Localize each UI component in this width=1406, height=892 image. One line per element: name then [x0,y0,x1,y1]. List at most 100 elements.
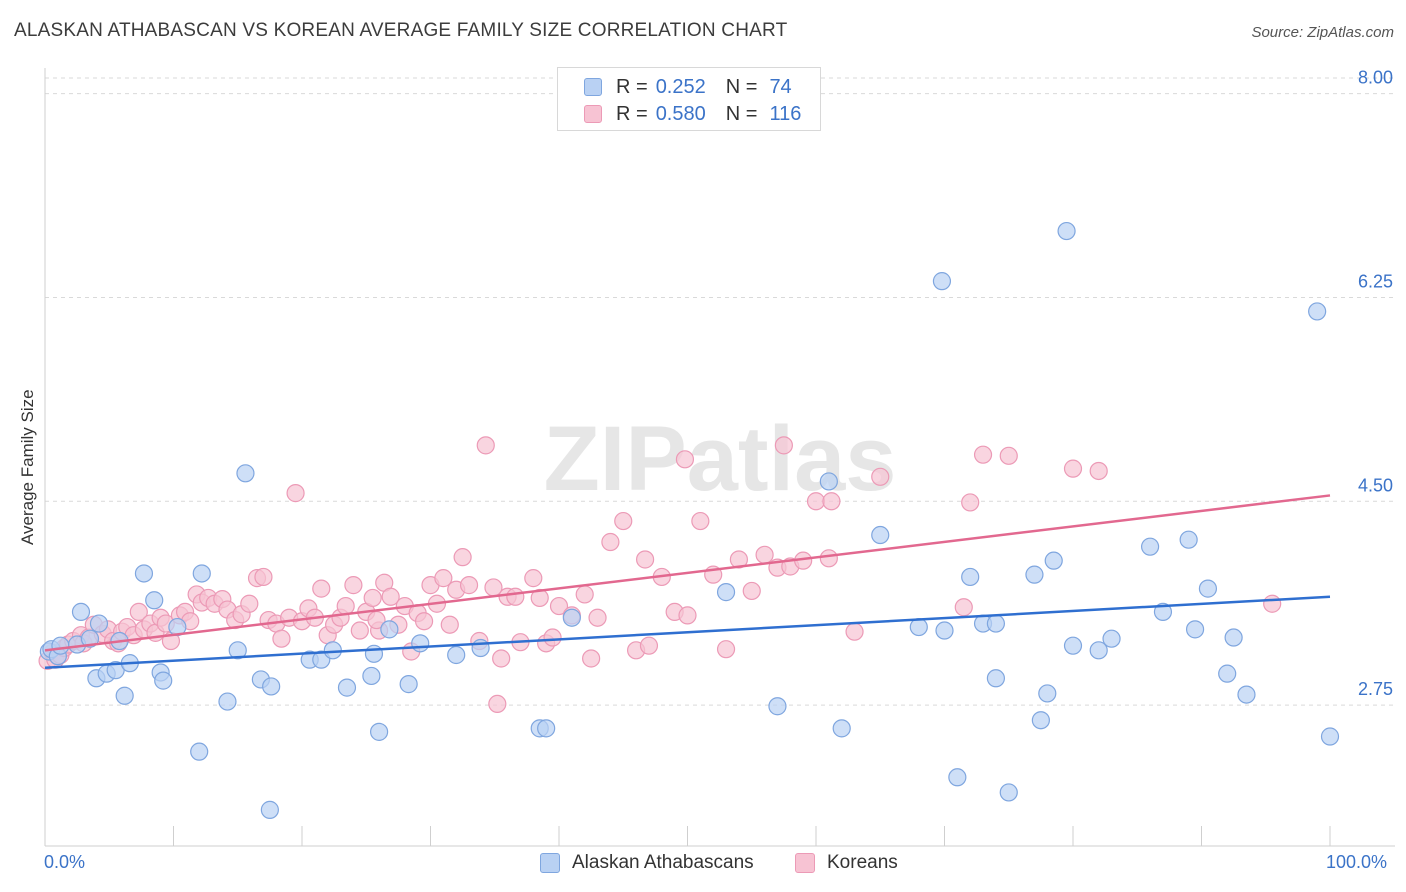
data-point [51,636,70,655]
data-point [999,446,1018,465]
data-point [154,671,173,690]
data-point [614,511,633,531]
data-point [575,585,594,604]
data-point [678,606,697,625]
data-point [909,617,928,637]
data-point [190,742,209,761]
data-point [1237,685,1256,704]
source-label: Source: ZipAtlas.com [1251,24,1394,41]
data-point [447,645,466,665]
data-point [434,569,453,588]
data-point [71,602,91,622]
data-point [601,532,620,552]
data-point [363,588,382,608]
data-point [1102,629,1121,648]
y-tick-label: 4.50 [1358,475,1393,495]
data-point [986,614,1006,633]
data-point [973,445,993,464]
data-point [453,548,472,567]
legend-n-label: N = [725,75,758,98]
data-point [134,564,154,583]
data-point [537,719,556,738]
data-point [476,436,495,455]
data-point [459,576,479,595]
data-point [1057,221,1076,241]
legend-r-value: 0.252 [655,75,706,98]
data-point [961,567,980,587]
data-point [729,550,749,569]
data-point [845,622,864,641]
stats-legend-row-athabascan: R = 0.252 N = 74 [584,75,792,99]
legend-n-label: N = [725,102,758,125]
data-point [1089,461,1108,481]
x-tick-label-min: 0.0% [44,852,86,872]
data-point [1063,636,1083,655]
data-point [986,669,1006,688]
data-point [582,649,601,668]
data-point [588,608,607,627]
data-point [272,629,291,648]
stats-legend-row-korean: R = 0.580 N = 116 [584,102,801,126]
data-point [337,678,357,697]
legend-item-athabascan: Alaskan Athabascans [540,852,754,874]
data-point [1218,664,1237,683]
data-point [716,583,736,602]
data-point [819,472,838,491]
data-point [1140,537,1160,556]
data-point [819,549,838,568]
data-point [115,686,134,705]
data-point [562,608,581,627]
data-point [742,581,761,601]
data-point [549,596,569,616]
legend-swatch-pink [795,853,815,873]
data-point [286,484,305,503]
data-point [380,620,399,639]
data-point [471,638,490,658]
data-point [1153,602,1173,622]
data-point [1320,727,1340,746]
data-point [1224,628,1243,647]
data-point [768,697,787,716]
chart-title: ALASKAN ATHABASCAN VS KOREAN AVERAGE FAM… [14,20,788,41]
data-point [488,694,507,714]
data-point [145,591,164,610]
legend-label: Alaskan Athabascans [572,852,754,873]
y-tick-label: 6.25 [1358,271,1393,291]
data-point [350,621,369,640]
data-point [440,615,459,634]
y-tick-label: 8.00 [1358,68,1393,88]
data-point [675,450,695,469]
data-point [1038,684,1057,703]
watermark: ZIPatlas [544,408,897,510]
data-point [999,783,1018,802]
y-tick-labels: 2.75 4.50 6.25 8.00 [1358,68,1393,699]
data-point [129,602,148,622]
data-point [716,640,736,659]
y-axis-label: Average Family Size [18,389,37,545]
data-point [1179,530,1198,549]
data-point [961,493,980,512]
data-point [344,576,363,595]
legend-r-value: 0.580 [655,102,706,125]
data-point [932,272,952,291]
legend-item-korean: Koreans [795,852,898,874]
y-tick-label: 2.75 [1358,679,1393,699]
data-point [336,596,355,616]
data-point [80,629,100,648]
data-point [832,719,851,738]
data-point [414,612,434,631]
series-alaskan-athabascans [39,221,1340,819]
data-point [192,564,211,583]
data-point [89,614,109,633]
data-point [524,569,543,588]
data-point [218,692,237,711]
data-point [774,436,793,455]
data-point [822,492,841,511]
data-point [871,525,890,545]
data-point [492,649,511,668]
data-point [1044,551,1063,570]
data-point [543,628,562,647]
data-point [1063,459,1083,478]
trend-lines [44,494,1331,670]
